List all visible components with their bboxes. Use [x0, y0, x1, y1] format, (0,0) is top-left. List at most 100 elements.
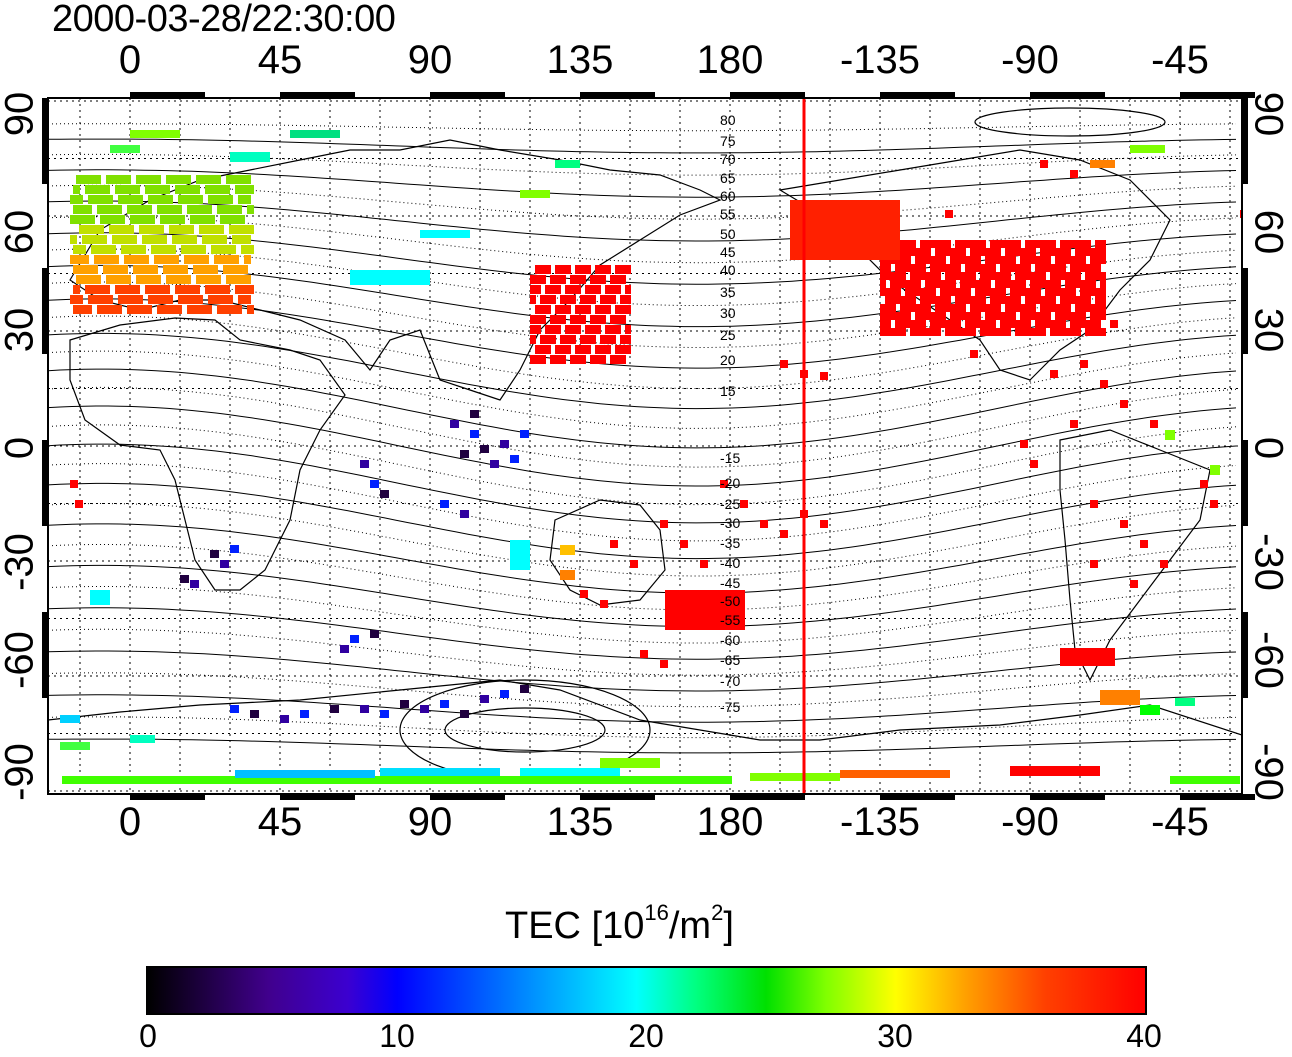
tec-patch	[945, 320, 951, 328]
tec-patch	[154, 235, 161, 244]
tec-patch	[900, 320, 906, 328]
tec-patch	[1020, 280, 1026, 288]
tec-patch	[160, 235, 167, 244]
tec-patch	[630, 560, 638, 568]
contour-label: 30	[720, 305, 736, 321]
frame-tick-band	[880, 794, 955, 800]
tec-patch	[625, 325, 631, 334]
tec-patch	[895, 264, 901, 272]
tec-observation-patches	[60, 130, 1242, 784]
tec-patch	[925, 328, 931, 336]
tec-patch	[1005, 240, 1011, 248]
tec-patch	[940, 264, 946, 272]
tec-patch	[205, 225, 212, 234]
tec-patch	[151, 185, 158, 194]
tec-patch	[1055, 320, 1061, 328]
tec-patch	[605, 285, 611, 294]
tec-patch	[1090, 560, 1098, 568]
tec-patch	[238, 195, 245, 204]
tec-patch	[1050, 304, 1056, 312]
tec-patch	[990, 256, 996, 264]
tec-patch	[121, 265, 128, 274]
tec-patch	[930, 288, 936, 296]
tec-patch	[895, 312, 901, 320]
tec-patch	[660, 520, 668, 528]
tec-patch	[1095, 272, 1101, 280]
tec-patch	[945, 328, 951, 336]
tec-patch	[290, 130, 340, 138]
tec-patch	[1025, 248, 1031, 256]
tec-patch	[133, 265, 140, 274]
tec-patch	[172, 175, 179, 184]
tec-patch	[460, 710, 469, 718]
tec-patch	[1095, 256, 1101, 264]
tec-patch	[1070, 288, 1076, 296]
tec-patch	[580, 275, 586, 284]
contour-label: -30	[720, 515, 740, 531]
tec-patch	[960, 304, 966, 312]
tec-patch	[163, 205, 170, 214]
tec-patch	[570, 335, 576, 344]
tec-patch	[990, 250, 998, 258]
tec-patch	[88, 175, 95, 184]
tec-patch	[1055, 248, 1061, 256]
tec-patch	[935, 248, 941, 256]
tec-patch	[208, 195, 215, 204]
tec-patch	[600, 335, 606, 344]
tec-patch	[226, 255, 233, 264]
tec-patch	[60, 742, 90, 750]
tec-patch	[885, 288, 891, 296]
tec-patch	[124, 195, 131, 204]
tec-patch	[905, 256, 911, 264]
tec-patch	[109, 205, 116, 214]
tec-patch	[970, 256, 976, 264]
tec-patch	[106, 255, 113, 264]
tec-patch	[560, 345, 566, 354]
tec-patch	[560, 355, 566, 364]
tec-patch	[985, 272, 991, 280]
tec-patch	[190, 255, 197, 264]
tec-patch	[97, 205, 104, 214]
tec-patch	[178, 275, 185, 284]
tec-patch	[920, 248, 926, 256]
tec-patch	[1030, 248, 1036, 256]
tec-patch	[1060, 296, 1066, 304]
tec-patch	[145, 225, 152, 234]
tec-patch	[965, 280, 971, 288]
tec-patch	[620, 295, 626, 304]
tec-patch	[127, 185, 134, 194]
tec-patch	[920, 304, 926, 312]
tec-patch	[540, 355, 546, 364]
tec-patch	[890, 280, 896, 288]
tec-patch	[184, 235, 191, 244]
tec-patch	[163, 185, 170, 194]
tec-patch	[935, 272, 941, 280]
tec-patch	[1075, 312, 1081, 320]
tec-patch	[109, 265, 116, 274]
tec-patch	[930, 272, 936, 280]
tec-patch	[121, 245, 128, 254]
tec-patch	[615, 285, 621, 294]
tec-patch	[780, 360, 788, 368]
tec-patch	[1075, 296, 1081, 304]
tec-patch	[980, 304, 986, 312]
tec-patch	[900, 272, 906, 280]
tec-patch	[1040, 328, 1046, 336]
tec-patch	[166, 175, 173, 184]
frame-tick-band	[730, 92, 805, 98]
tec-patch	[196, 295, 203, 304]
tec-patch	[1040, 280, 1046, 288]
tec-patch	[148, 295, 155, 304]
magnetic-contour	[48, 424, 1237, 506]
tec-patch	[187, 285, 194, 294]
tec-patch	[1060, 272, 1066, 280]
tec-patch	[540, 275, 546, 284]
tec-patch	[615, 345, 621, 354]
tec-patch	[1005, 280, 1011, 288]
tec-patch	[1035, 264, 1041, 272]
tec-patch	[920, 288, 926, 296]
tec-patch	[1020, 440, 1028, 448]
tec-patch	[208, 215, 215, 224]
tec-patch	[1085, 296, 1091, 304]
tec-patch	[1025, 240, 1031, 248]
